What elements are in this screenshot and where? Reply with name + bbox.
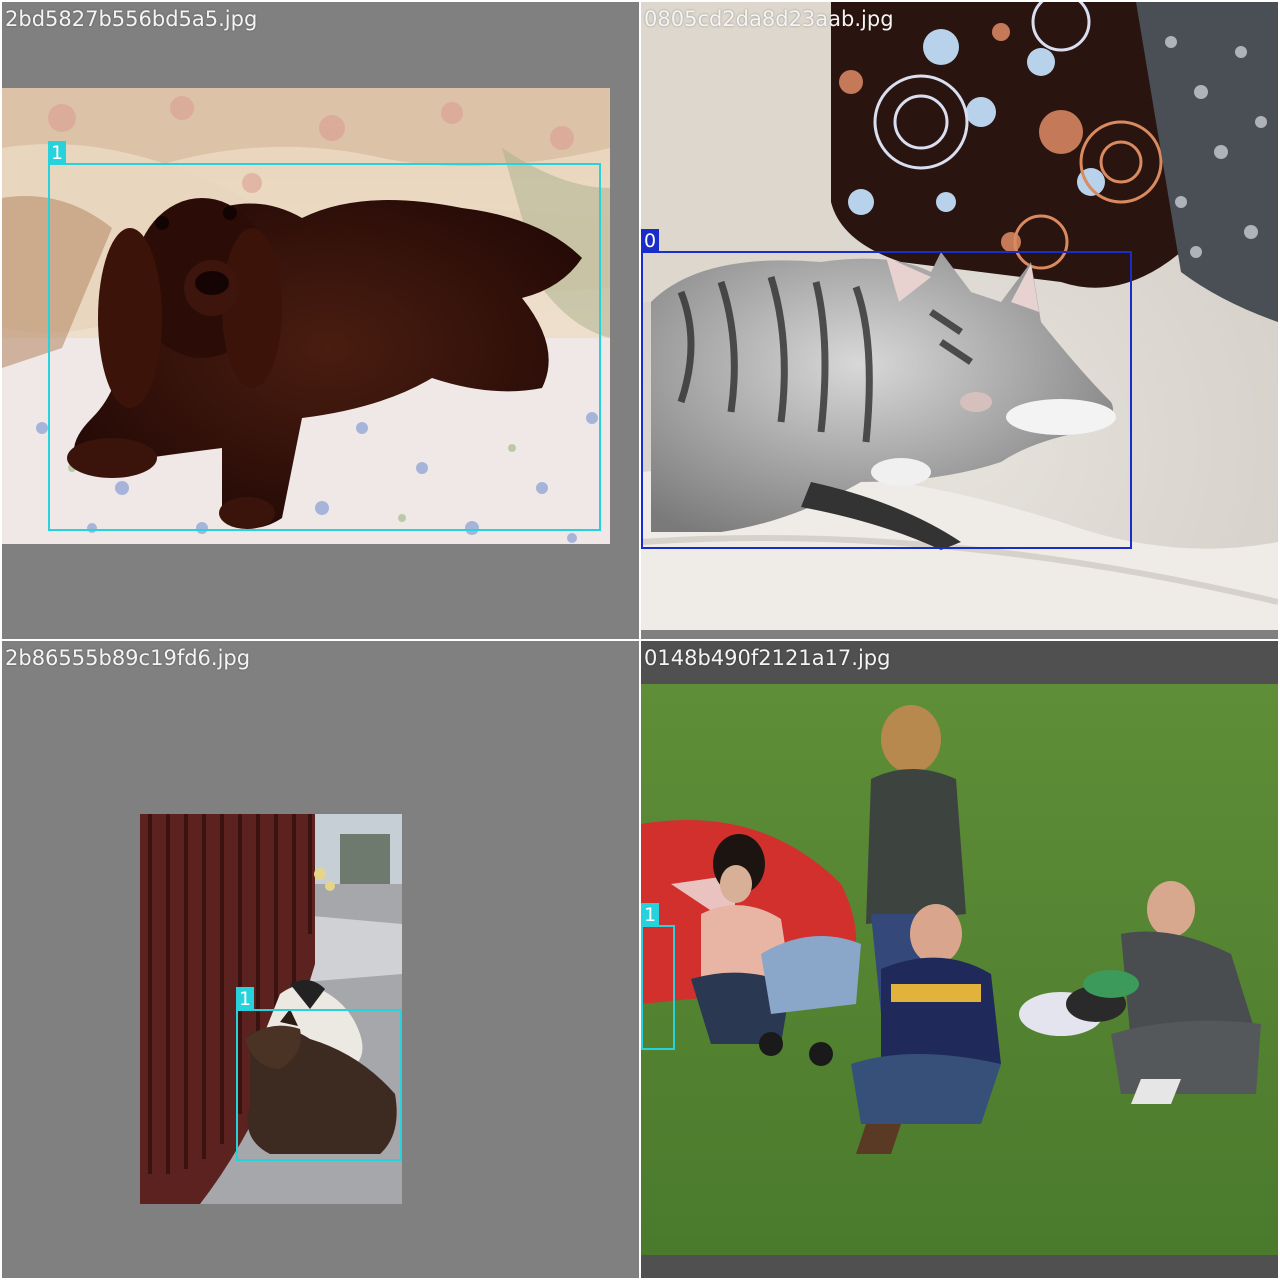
image-filename: 2b86555b89c19fd6.jpg [5,646,251,670]
class-label: 0 [641,229,659,253]
image-filename: 0805cd2da8d23aab.jpg [644,7,894,31]
mosaic-tile: 1 0148b490f2121a17.jpg [641,641,1278,1278]
image-filename: 0148b490f2121a17.jpg [644,646,891,670]
detection-box: 1 [236,987,402,1161]
class-label: 1 [641,903,659,927]
detection-box: 1 [48,141,601,531]
dogs-by-fence-photo [140,814,402,1204]
mosaic-tile: 1 2b86555b89c19fd6.jpg [2,641,639,1278]
detection-box: 0 [641,229,1132,549]
class-label: 1 [236,987,254,1011]
detection-box: 1 [641,903,675,1050]
mosaic-tile: 1 2bd5827b556bd5a5.jpg [2,2,639,639]
people-on-grass-photo [641,684,1278,1255]
class-label: 1 [48,141,66,165]
mosaic-tile: 0 0805cd2da8d23aab.jpg [641,2,1278,639]
image-filename: 2bd5827b556bd5a5.jpg [5,7,258,31]
